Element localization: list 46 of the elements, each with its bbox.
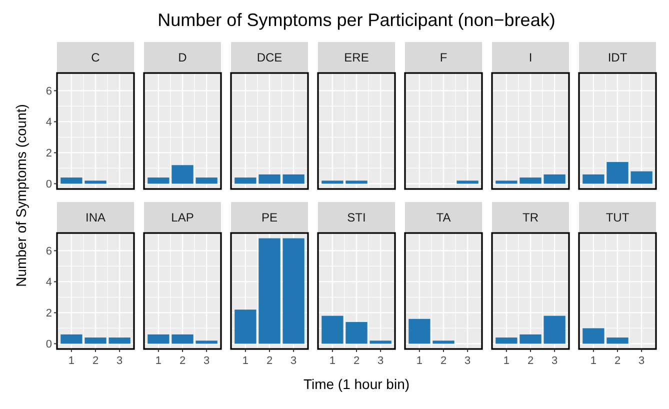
x-tick-label: 1: [329, 355, 336, 367]
x-tick-label: 1: [242, 355, 248, 367]
text: Number of Symptoms per Participant (non−break): [158, 10, 556, 30]
chart-title: IDT: [608, 50, 628, 64]
y-axis-title: Number of Symptoms (count): [13, 104, 29, 287]
chart-title: STI: [347, 210, 366, 224]
x-tick-label: 2: [440, 355, 447, 367]
chart-title: ERE: [344, 50, 369, 64]
y-tick-label: 0: [46, 338, 52, 351]
chart-title: LAP: [171, 210, 194, 224]
y-tick-label: 4: [46, 276, 52, 289]
y-tick-label: 2: [46, 308, 52, 320]
x-tick-label: 3: [464, 355, 471, 367]
chart-title: INA: [85, 210, 106, 224]
y-tick-label: 0: [46, 178, 52, 191]
chart-title: TR: [522, 210, 539, 224]
x-tick-label: 1: [155, 355, 162, 367]
x-tick-label: 3: [378, 355, 384, 367]
x-tick-label: 1: [503, 355, 510, 367]
x-tick-label: 2: [353, 355, 360, 367]
x-tick-label: 2: [527, 355, 534, 367]
chart-title: DCE: [256, 50, 282, 64]
chart-title: D: [178, 50, 188, 64]
x-tick-label: 3: [204, 355, 210, 367]
y-tick-label: 4: [46, 116, 52, 129]
x-tick-label: 2: [266, 355, 273, 367]
chart-title: TUT: [606, 210, 630, 224]
x-tick-label: 3: [552, 355, 558, 367]
y-tick-label: 6: [46, 86, 52, 98]
chart-title: TA: [436, 210, 451, 224]
y-tick-label: 2: [46, 148, 52, 160]
x-tick-label: 1: [416, 355, 422, 367]
x-axis-title: Time (1 hour bin): [303, 376, 410, 392]
x-tick-label: 1: [590, 355, 596, 367]
x-tick-label: 2: [92, 355, 99, 367]
chart-title: F: [440, 50, 448, 64]
y-tick-label: 6: [46, 246, 52, 258]
chart-title: C: [91, 50, 100, 64]
x-tick-label: 1: [68, 355, 74, 367]
chart-title: PE: [261, 210, 278, 224]
x-tick-label: 3: [116, 355, 123, 367]
x-tick-label: 2: [614, 355, 621, 367]
x-tick-label: 3: [638, 355, 645, 367]
x-tick-label: 3: [290, 355, 297, 367]
x-tick-label: 2: [179, 355, 186, 367]
chart-title: I: [528, 50, 532, 64]
